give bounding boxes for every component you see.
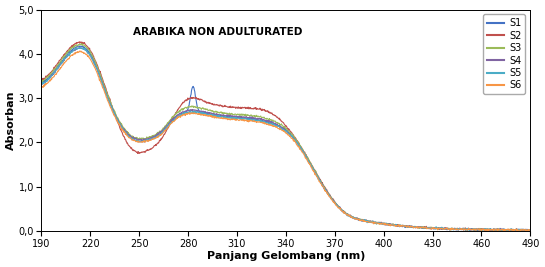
S4	[203, 111, 210, 114]
S2	[295, 141, 302, 144]
S5	[203, 113, 210, 116]
S3	[38, 79, 45, 82]
S6	[38, 86, 45, 89]
S3	[524, 229, 530, 233]
S5	[38, 82, 45, 85]
S3	[203, 108, 210, 111]
S6	[522, 229, 529, 232]
S6	[104, 96, 110, 99]
S1	[306, 159, 312, 162]
S5	[104, 94, 110, 97]
S1	[295, 142, 302, 146]
S1	[203, 112, 210, 115]
S5	[527, 228, 534, 231]
Line: S5: S5	[41, 48, 530, 231]
S3	[527, 229, 534, 232]
S3	[295, 142, 302, 145]
S1	[38, 80, 45, 84]
S4	[104, 94, 110, 97]
Text: ARABIKA NON ADULTURATED: ARABIKA NON ADULTURATED	[133, 27, 302, 37]
S4	[76, 46, 83, 49]
S2	[527, 228, 534, 231]
S4	[516, 229, 523, 232]
S2	[38, 78, 45, 81]
X-axis label: Panjang Gelombang (nm): Panjang Gelombang (nm)	[207, 252, 365, 261]
S5	[306, 160, 312, 163]
S6	[203, 114, 210, 117]
S3	[104, 91, 110, 95]
S5	[77, 46, 83, 49]
S6	[306, 162, 312, 165]
S5	[295, 144, 302, 147]
S1	[251, 118, 257, 121]
Line: S6: S6	[41, 51, 530, 231]
S4	[121, 128, 128, 131]
S6	[121, 130, 128, 133]
S6	[527, 229, 534, 232]
S3	[306, 159, 312, 162]
Line: S1: S1	[41, 46, 530, 231]
S2	[104, 90, 110, 93]
S4	[306, 160, 312, 163]
S4	[38, 83, 45, 86]
S2	[121, 135, 128, 138]
S2	[76, 40, 83, 44]
S1	[495, 229, 502, 233]
S5	[517, 229, 523, 233]
Y-axis label: Absorban: Absorban	[5, 91, 16, 150]
Legend: S1, S2, S3, S4, S5, S6: S1, S2, S3, S4, S5, S6	[483, 14, 525, 94]
S2	[521, 229, 528, 233]
Line: S2: S2	[41, 42, 530, 231]
S4	[527, 228, 534, 231]
S6	[76, 49, 83, 53]
S1	[121, 128, 128, 131]
S3	[121, 127, 128, 130]
S1	[527, 229, 534, 232]
S1	[75, 44, 81, 48]
S3	[78, 42, 85, 45]
S1	[104, 92, 110, 96]
S2	[306, 159, 312, 162]
S2	[203, 101, 210, 105]
S4	[251, 117, 257, 120]
Line: S4: S4	[41, 48, 530, 231]
S6	[251, 119, 257, 123]
S4	[295, 144, 302, 147]
S2	[251, 107, 257, 110]
S5	[121, 130, 128, 133]
S3	[251, 114, 257, 117]
S5	[251, 119, 257, 122]
S6	[295, 145, 302, 148]
Line: S3: S3	[41, 44, 530, 231]
